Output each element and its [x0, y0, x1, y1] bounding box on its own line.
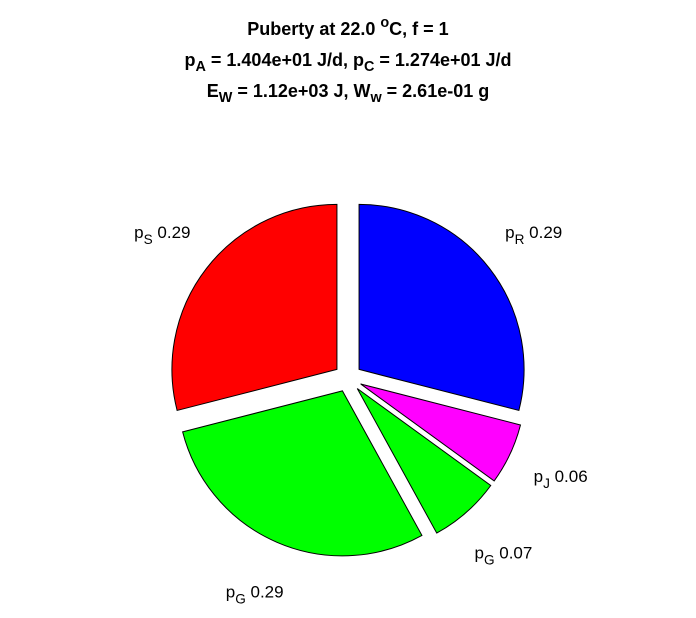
- slice-label: pG 0.29: [226, 583, 284, 606]
- slice-label: pJ 0.06: [534, 468, 588, 491]
- pie-slice: [360, 383, 522, 482]
- text-part: p: [184, 50, 195, 70]
- slice-value: 0.29: [246, 583, 284, 602]
- text-part: p: [505, 223, 514, 242]
- text-part: w: [369, 90, 382, 106]
- text-part: Puberty at 22.0: [247, 19, 380, 39]
- pie-slice: [171, 203, 338, 412]
- text-part: o: [380, 15, 389, 31]
- text-part: A: [195, 59, 206, 75]
- text-part: R: [515, 232, 525, 247]
- slice-label: pR 0.29: [505, 223, 562, 246]
- slice-label: pS 0.29: [134, 223, 190, 246]
- text-part: p: [226, 583, 235, 602]
- text-part: W: [219, 90, 233, 106]
- text-part: = 1.404e+01 J/d, p: [206, 50, 364, 70]
- chart-title: pA = 1.404e+01 J/d, pC = 1.274e+01 J/d: [184, 50, 511, 75]
- text-part: = 1.12e+03 J, W: [232, 81, 370, 101]
- pie-slice: [182, 390, 423, 557]
- slice-value: 0.29: [524, 223, 562, 242]
- chart-title: EW = 1.12e+03 J, Ww = 2.61e-01 g: [207, 81, 489, 106]
- text-part: p: [134, 223, 143, 242]
- text-part: J: [543, 476, 550, 491]
- pie-slice: [356, 388, 492, 534]
- text-part: G: [235, 591, 246, 606]
- pie-slice: [358, 203, 525, 412]
- text-part: C, f = 1: [389, 19, 449, 39]
- text-part: p: [534, 468, 543, 487]
- text-part: E: [207, 81, 219, 101]
- text-part: S: [144, 232, 153, 247]
- text-part: = 2.61e-01 g: [382, 81, 490, 101]
- text-part: C: [364, 59, 374, 75]
- slice-label: pG 0.07: [474, 544, 532, 567]
- text-part: G: [484, 552, 495, 567]
- slice-value: 0.06: [550, 468, 588, 487]
- text-part: p: [474, 544, 483, 563]
- text-part: = 1.274e+01 J/d: [374, 50, 511, 70]
- slice-value: 0.07: [495, 544, 533, 563]
- chart-title: Puberty at 22.0 oC, f = 1: [247, 15, 448, 39]
- slice-value: 0.29: [153, 223, 191, 242]
